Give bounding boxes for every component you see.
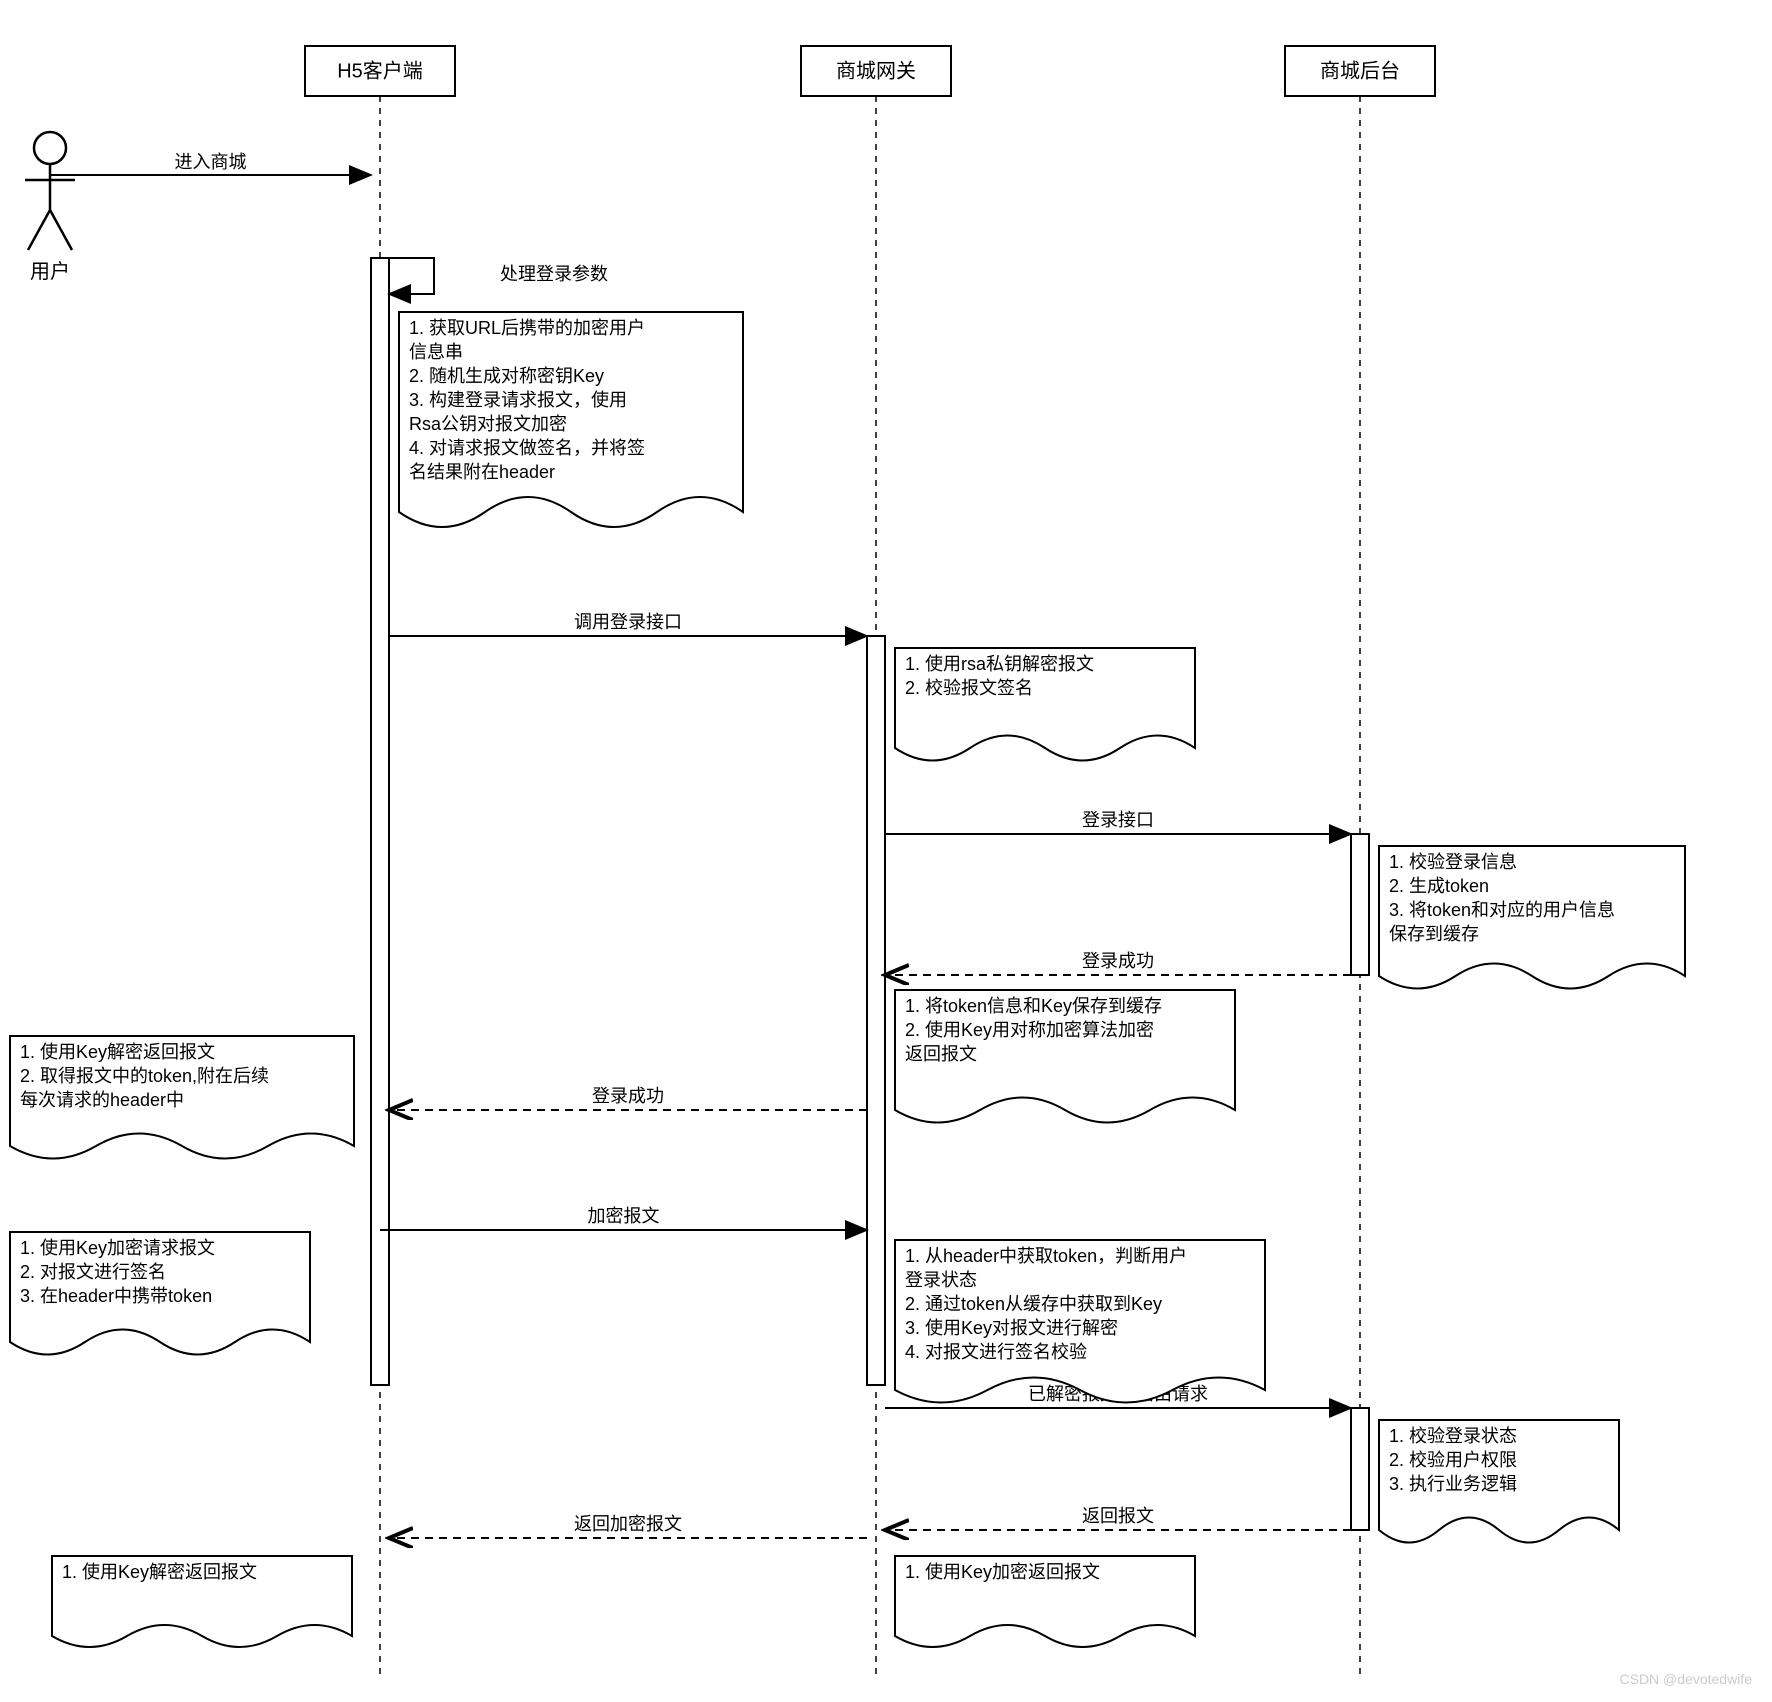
note-line: 1. 使用rsa私钥解密报文 <box>905 654 1094 674</box>
note-line: 3. 使用Key对报文进行解密 <box>905 1318 1118 1338</box>
activation-bar <box>1351 834 1369 975</box>
note-line: 1. 使用Key加密返回报文 <box>905 1562 1100 1582</box>
note-line: 2. 取得报文中的token,附在后续 <box>20 1066 269 1086</box>
note-line: Rsa公钥对报文加密 <box>409 414 567 434</box>
note-line: 4. 对请求报文做签名，并将签 <box>409 438 645 458</box>
note-line: 2. 校验用户权限 <box>1389 1450 1517 1470</box>
participant-label: 商城后台 <box>1320 59 1400 82</box>
participant-label: H5客户端 <box>337 59 423 82</box>
note-line: 3. 在header中携带token <box>20 1286 212 1306</box>
note-line: 3. 将token和对应的用户信息 <box>1389 900 1615 920</box>
sequence-diagram: H5客户端商城网关商城后台用户处理登录参数进入商城调用登录接口登录接口登录成功登… <box>0 0 1772 1702</box>
message-label: 进入商城 <box>175 152 247 172</box>
note-line: 1. 将token信息和Key保存到缓存 <box>905 996 1162 1016</box>
note-line: 信息串 <box>409 342 463 362</box>
activation-bar <box>1351 1408 1369 1530</box>
self-message <box>389 258 434 294</box>
note-line: 2. 随机生成对称密钥Key <box>409 366 604 386</box>
note-line: 3. 构建登录请求报文，使用 <box>409 390 627 410</box>
message-label: 登录成功 <box>592 1086 664 1106</box>
note-line: 2. 使用Key用对称加密算法加密 <box>905 1020 1154 1040</box>
note-line: 2. 对报文进行签名 <box>20 1262 166 1282</box>
note-line: 2. 校验报文签名 <box>905 678 1033 698</box>
activation-bar <box>867 636 885 1385</box>
note-line: 1. 使用Key加密请求报文 <box>20 1238 215 1258</box>
note-line: 返回报文 <box>905 1044 977 1064</box>
watermark: CSDN @devotedwife <box>1620 1671 1753 1687</box>
message-label: 调用登录接口 <box>574 612 682 632</box>
note-line: 名结果附在header <box>409 462 555 482</box>
participant-label: 商城网关 <box>836 59 916 82</box>
note-line: 1. 使用Key解密返回报文 <box>20 1042 215 1062</box>
note-line: 1. 获取URL后携带的加密用户 <box>409 318 645 338</box>
note-line: 2. 生成token <box>1389 876 1489 896</box>
note-line: 3. 执行业务逻辑 <box>1389 1474 1517 1494</box>
actor-icon <box>34 132 66 164</box>
note-line: 1. 从header中获取token，判断用户 <box>905 1246 1187 1266</box>
message-label: 返回报文 <box>1082 1506 1154 1526</box>
message-label: 登录成功 <box>1082 951 1154 971</box>
message-label: 加密报文 <box>588 1206 660 1226</box>
note-line: 1. 校验登录状态 <box>1389 1426 1517 1446</box>
note-line: 1. 校验登录信息 <box>1389 852 1517 872</box>
message-label: 返回加密报文 <box>574 1514 682 1534</box>
message-label: 登录接口 <box>1082 810 1154 830</box>
activation-bar <box>371 258 389 1385</box>
note-line: 1. 使用Key解密返回报文 <box>62 1562 257 1582</box>
note-line: 2. 通过token从缓存中获取到Key <box>905 1294 1162 1314</box>
actor-label: 用户 <box>30 260 70 283</box>
note-line: 每次请求的header中 <box>20 1090 184 1110</box>
note-line: 保存到缓存 <box>1389 924 1479 944</box>
note-line: 登录状态 <box>905 1270 977 1290</box>
self-message-label: 处理登录参数 <box>500 264 608 284</box>
note-line: 4. 对报文进行签名校验 <box>905 1342 1087 1362</box>
